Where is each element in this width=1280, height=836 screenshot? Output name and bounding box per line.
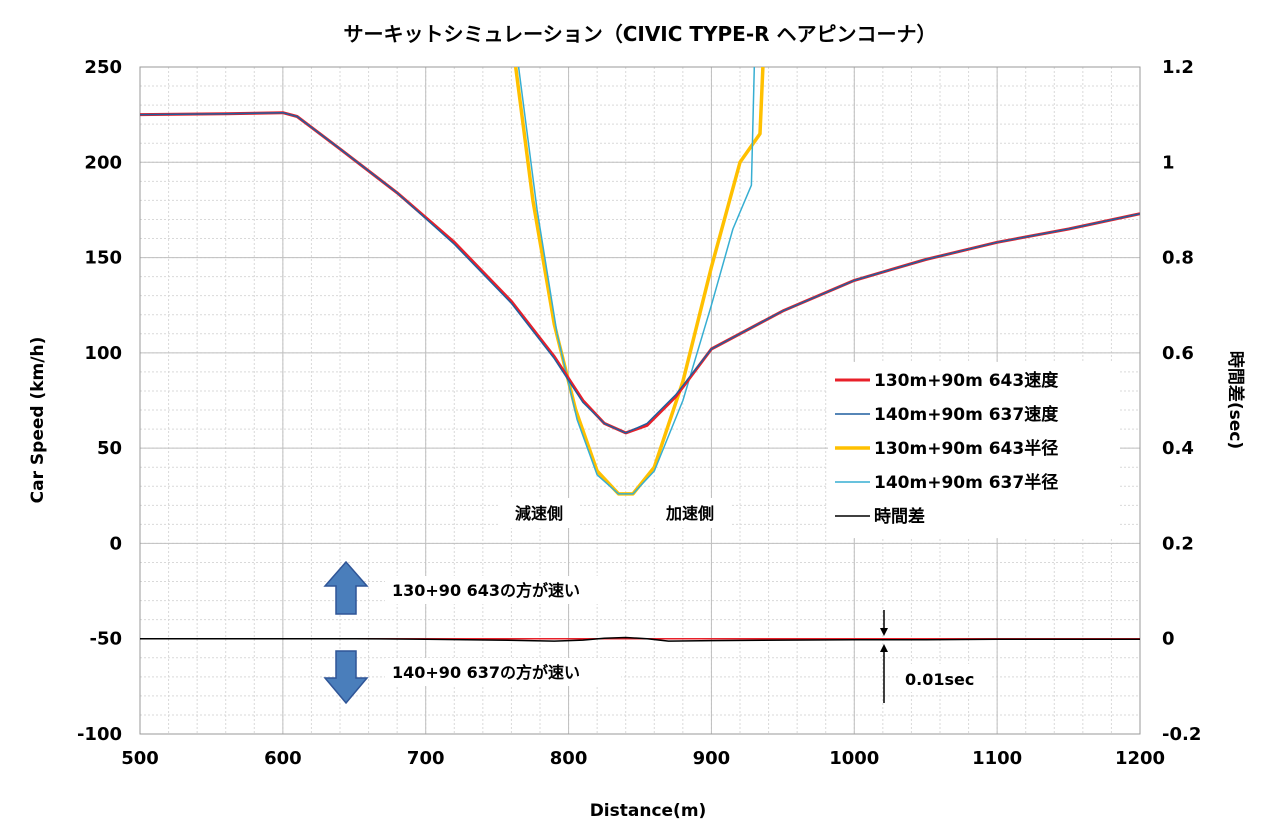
series-layer	[140, 67, 1140, 642]
x-tick-labels: 500 600 700 800 900 1000 1100 1200	[121, 748, 1165, 769]
decel-side-label: 減速側	[515, 504, 563, 523]
series-line-2	[140, 111, 1140, 434]
y-right-tick-label: 0.6	[1162, 343, 1194, 364]
faster-637-label: 140+90 637の方が速い	[392, 663, 580, 682]
x-axis-label: Distance(m)	[590, 801, 707, 821]
y-left-tick-label: 50	[97, 438, 122, 459]
legend-box	[828, 362, 1120, 538]
legend-label-4: 140m+90m 637半径	[874, 472, 1058, 493]
series-line-5	[140, 636, 1140, 642]
decel-label-bg	[500, 498, 578, 528]
faster-643-label: 130+90 643の方が速い	[392, 581, 580, 600]
y-right-tick-label: 0.8	[1162, 248, 1194, 269]
x-tick-label: 1100	[972, 748, 1022, 769]
y-right-tick-labels: -0.2 0 0.2 0.4 0.6 0.8 1 1.2	[1162, 57, 1201, 745]
chart-title: サーキットシミュレーション（CIVIC TYPE-R ヘアピンコーナ）	[344, 22, 937, 46]
x-tick-label: 500	[121, 748, 159, 769]
y-left-tick-label: -50	[89, 629, 122, 650]
y-right-axis-label: 時間差(sec)	[1225, 351, 1246, 449]
series-line-3	[513, 67, 765, 496]
legend-label-5: 時間差	[874, 506, 925, 527]
x-tick-label: 700	[407, 748, 445, 769]
x-tick-label: 600	[264, 748, 302, 769]
y-left-tick-label: 0	[109, 533, 122, 554]
up-arrow-icon	[323, 560, 369, 615]
x-tick-label: 800	[550, 748, 588, 769]
y-right-tick-label: 0	[1162, 629, 1175, 650]
scale-label-bg	[900, 664, 990, 692]
plot-frame	[139, 66, 1141, 735]
y-left-axis-label: Car Speed (km/h)	[28, 337, 48, 504]
y-left-tick-label: 100	[84, 343, 122, 364]
faster-637-bg	[385, 658, 621, 686]
x-tick-label: 1000	[829, 748, 879, 769]
series-line-4	[517, 67, 756, 495]
scale-label: 0.01sec	[905, 670, 974, 689]
y-right-tick-label: 0.2	[1162, 533, 1194, 554]
down-arrow-icon	[323, 650, 369, 705]
scale-marker	[880, 610, 888, 703]
y-right-tick-label: 1	[1162, 152, 1175, 173]
y-right-tick-label: -0.2	[1162, 724, 1201, 745]
y-left-tick-label: 250	[84, 57, 122, 78]
y-left-tick-labels: -100 -50 0 50 100 150 200 250	[77, 57, 122, 745]
legend-label-2: 140m+90m 637速度	[874, 404, 1059, 425]
y-left-tick-label: 150	[84, 248, 122, 269]
legend: 130m+90m 643速度 140m+90m 637速度 130m+90m 643…	[835, 370, 1059, 527]
accel-label-bg	[650, 498, 730, 528]
x-tick-label: 900	[693, 748, 731, 769]
y-right-tick-label: 1.2	[1162, 57, 1194, 78]
accel-side-label: 加速側	[665, 504, 714, 523]
y-left-tick-label: -100	[77, 724, 122, 745]
y-left-tick-label: 200	[84, 152, 122, 173]
faster-643-bg	[385, 576, 621, 604]
legend-label-1: 130m+90m 643速度	[874, 370, 1059, 391]
y-right-tick-label: 0.4	[1162, 438, 1194, 459]
legend-label-3: 130m+90m 643半径	[874, 438, 1058, 459]
x-tick-label: 1200	[1115, 748, 1165, 769]
